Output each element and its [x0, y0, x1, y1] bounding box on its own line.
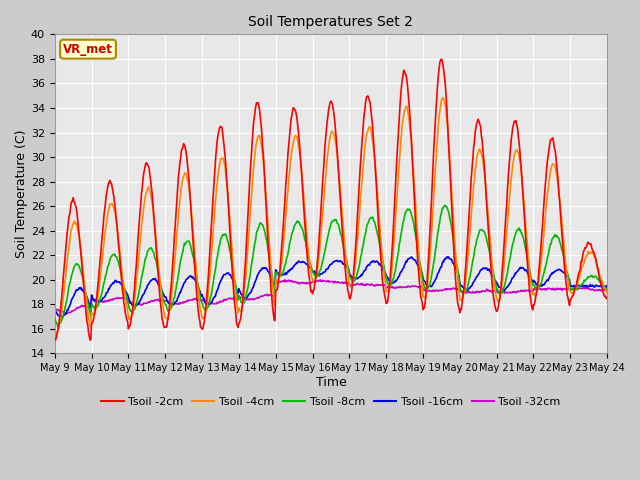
Tsoil -4cm [431, 168, 439, 173]
Tsoil -4cm [554, 180, 562, 186]
Tsoil -2cm [438, 56, 445, 62]
Line: Tsoil -8cm: Tsoil -8cm [55, 205, 607, 327]
Tsoil -32cm [316, 277, 324, 283]
Tsoil -4cm [196, 308, 204, 313]
Tsoil -2cm [52, 337, 60, 343]
Tsoil -2cm [431, 120, 439, 125]
Tsoil -16cm [604, 284, 611, 290]
Tsoil -4cm [377, 236, 385, 242]
Tsoil -16cm [59, 314, 67, 320]
Tsoil -2cm [196, 324, 204, 330]
Tsoil -8cm [323, 237, 331, 242]
Tsoil -16cm [51, 305, 59, 311]
Line: Tsoil -4cm: Tsoil -4cm [55, 98, 607, 334]
Tsoil -32cm [554, 286, 562, 291]
Tsoil -8cm [173, 281, 180, 287]
Tsoil -16cm [196, 291, 204, 297]
Tsoil -2cm [554, 177, 562, 183]
Tsoil -4cm [51, 328, 59, 334]
Tsoil -32cm [432, 287, 440, 293]
Tsoil -16cm [377, 263, 385, 269]
Tsoil -2cm [323, 119, 331, 125]
Tsoil -32cm [604, 287, 611, 293]
Tsoil -8cm [442, 202, 449, 208]
Tsoil -8cm [196, 295, 204, 300]
Tsoil -8cm [431, 248, 439, 254]
Tsoil -32cm [51, 305, 59, 311]
Line: Tsoil -32cm: Tsoil -32cm [55, 280, 607, 314]
Tsoil -32cm [324, 278, 332, 284]
Tsoil -4cm [173, 232, 180, 238]
Y-axis label: Soil Temperature (C): Soil Temperature (C) [15, 130, 28, 258]
Tsoil -32cm [196, 298, 204, 303]
Tsoil -16cm [554, 267, 562, 273]
Tsoil -16cm [431, 277, 439, 283]
Tsoil -8cm [51, 315, 59, 321]
Tsoil -4cm [53, 331, 61, 336]
Tsoil -8cm [554, 234, 562, 240]
Tsoil -2cm [173, 199, 180, 205]
Tsoil -2cm [604, 296, 611, 301]
Tsoil -4cm [323, 156, 331, 162]
Tsoil -16cm [444, 254, 452, 260]
Tsoil -8cm [604, 287, 611, 292]
Tsoil -2cm [51, 336, 59, 342]
Tsoil -2cm [377, 256, 385, 262]
Tsoil -32cm [63, 311, 70, 317]
Legend: Tsoil -2cm, Tsoil -4cm, Tsoil -8cm, Tsoil -16cm, Tsoil -32cm: Tsoil -2cm, Tsoil -4cm, Tsoil -8cm, Tsoi… [97, 393, 565, 412]
Title: Soil Temperatures Set 2: Soil Temperatures Set 2 [248, 15, 413, 29]
X-axis label: Time: Time [316, 376, 346, 389]
Line: Tsoil -16cm: Tsoil -16cm [55, 257, 607, 317]
Tsoil -4cm [604, 290, 611, 296]
Tsoil -32cm [173, 301, 180, 307]
Tsoil -16cm [173, 299, 180, 304]
Tsoil -8cm [377, 248, 385, 254]
Line: Tsoil -2cm: Tsoil -2cm [55, 59, 607, 340]
Tsoil -4cm [439, 95, 447, 101]
Tsoil -16cm [323, 266, 331, 272]
Tsoil -32cm [378, 282, 385, 288]
Text: VR_met: VR_met [63, 43, 113, 56]
Tsoil -8cm [54, 324, 61, 330]
